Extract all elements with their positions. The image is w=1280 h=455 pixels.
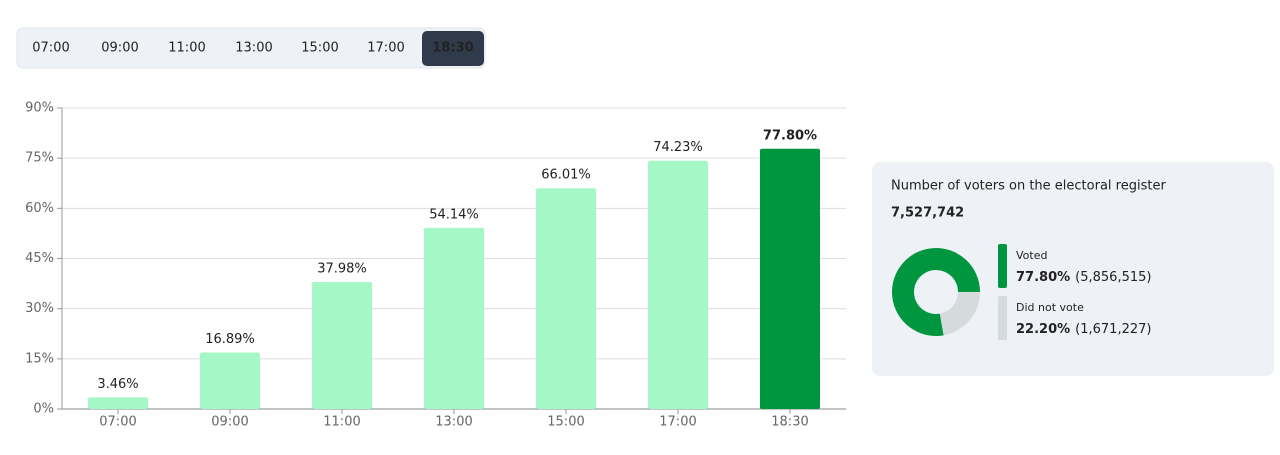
legend-value: 22.20% (1,671,227) [1016,322,1151,337]
value-label: 37.98% [317,261,367,276]
value-label: 77.80% [763,128,817,143]
bar [312,281,372,409]
y-tick-label: 60% [25,201,54,216]
legend-label: Did not vote [1016,301,1084,314]
tab-label[interactable]: 11:00 [168,41,205,56]
pie-slice [892,248,980,336]
tab-label[interactable]: 17:00 [367,41,404,56]
y-tick-label: 90% [25,101,54,116]
x-tick-label: 13:00 [435,415,472,430]
tab[interactable]: 11:00 [168,41,205,56]
tab-label[interactable]: 07:00 [32,41,69,56]
tab-label[interactable]: 09:00 [101,41,138,56]
value-label: 3.46% [97,377,138,392]
tab[interactable]: 15:00 [301,41,338,56]
tab[interactable]: 09:00 [101,41,138,56]
tab-label[interactable]: 18:30 [432,41,473,56]
legend-swatch [998,296,1007,340]
tab-label[interactable]: 15:00 [301,41,338,56]
x-tick-label: 17:00 [659,415,696,430]
summary-panel [872,162,1274,376]
y-tick-label: 45% [25,251,54,266]
panel-title: Number of voters on the electoral regist… [891,179,1166,194]
legend-percent: 22.20% [1016,322,1070,337]
y-tick-label: 15% [25,351,54,366]
y-tick-label: 0% [33,402,54,417]
legend-percent: 77.80% [1016,270,1070,285]
legend-swatch [998,244,1007,288]
value-label: 54.14% [429,207,479,222]
legend-label: Voted [1016,249,1047,262]
x-tick-label: 07:00 [99,415,136,430]
y-tick-label: 30% [25,301,54,316]
tab-bar [16,27,486,69]
bar [424,227,484,409]
tab-label[interactable]: 13:00 [235,41,272,56]
value-label: 74.23% [653,140,703,155]
legend-value: 77.80% (5,856,515) [1016,270,1151,285]
value-label: 16.89% [205,332,255,347]
bar [200,352,260,409]
x-tick-label: 09:00 [211,415,248,430]
tab[interactable]: 13:00 [235,41,272,56]
x-tick-label: 18:30 [771,415,808,430]
bar [648,160,708,409]
tab-selected-bg [422,31,484,66]
legend-count: (1,671,227) [1075,322,1151,337]
panel-total: 7,527,742 [891,206,964,221]
bar [760,148,820,409]
x-tick-label: 15:00 [547,415,584,430]
tab[interactable]: 17:00 [367,41,404,56]
tab[interactable]: 18:30 [422,31,484,66]
legend-count: (5,856,515) [1075,270,1151,285]
value-label: 66.01% [541,168,591,183]
tab[interactable]: 07:00 [32,41,69,56]
y-tick-label: 75% [25,151,54,166]
bar [88,397,148,409]
x-tick-label: 11:00 [323,415,360,430]
bar [536,188,596,409]
pie-slice [939,292,980,336]
